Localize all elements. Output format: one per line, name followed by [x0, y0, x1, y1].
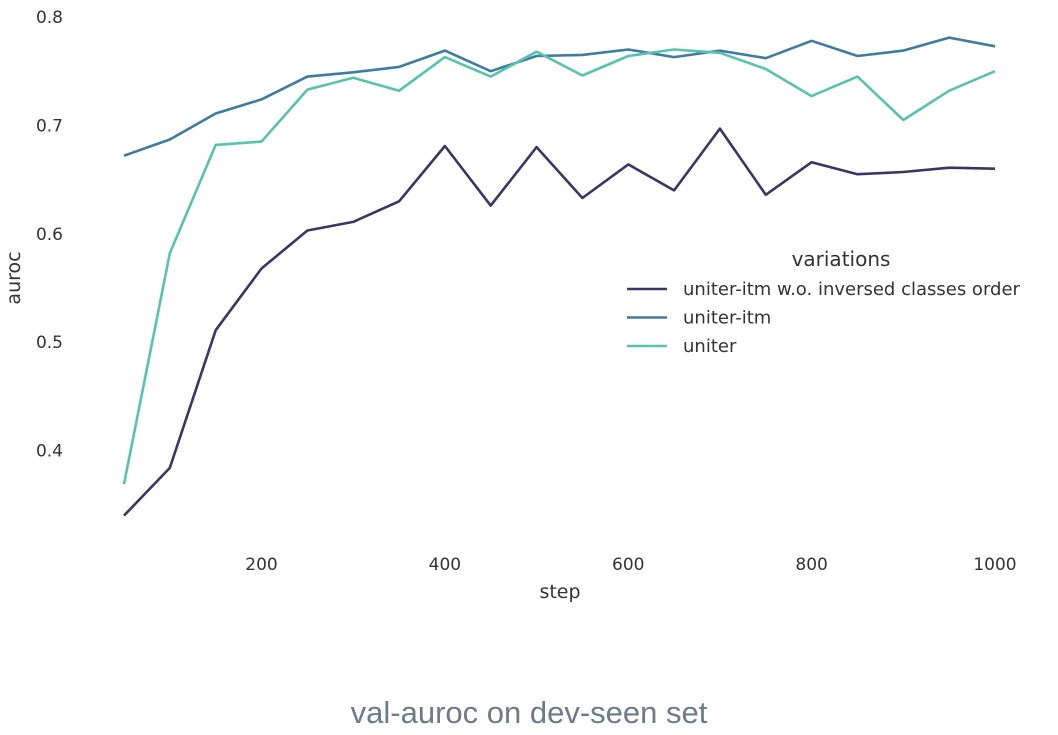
legend-label: uniter-itm: [683, 308, 771, 329]
series-lines: [122, 36, 996, 517]
series-line-1: [123, 36, 996, 157]
line-chart: 0.4 0.5 0.6 0.7 0.8 200 400 600 800 1000 step au…: [3, 8, 1021, 603]
y-tick-label: 0.8: [36, 8, 63, 28]
x-axis-ticks: 200 400 600 800 1000: [245, 555, 1016, 575]
legend-title: variations: [792, 247, 891, 271]
y-tick-label: 0.7: [36, 116, 63, 136]
x-tick-label: 1000: [973, 555, 1016, 575]
legend-label: uniter-itm w.o. inversed classes order: [683, 279, 1021, 300]
y-tick-label: 0.5: [36, 333, 63, 353]
series-line-0: [123, 127, 996, 517]
x-tick-label: 400: [429, 555, 461, 575]
y-axis-label: auroc: [3, 251, 25, 304]
chart-caption: val-auroc on dev-seen set: [350, 695, 708, 730]
y-tick-label: 0.4: [36, 442, 63, 462]
legend-label: uniter: [683, 336, 737, 357]
y-tick-label: 0.6: [36, 225, 63, 245]
y-axis-ticks: 0.4 0.5 0.6 0.7 0.8: [36, 8, 63, 462]
x-tick-label: 600: [612, 555, 644, 575]
legend: variations uniter-itm w.o. inversed clas…: [627, 247, 1021, 357]
x-tick-label: 800: [795, 555, 827, 575]
series-line-2: [122, 48, 996, 485]
x-axis-label: step: [539, 581, 580, 603]
x-tick-label: 200: [245, 555, 277, 575]
